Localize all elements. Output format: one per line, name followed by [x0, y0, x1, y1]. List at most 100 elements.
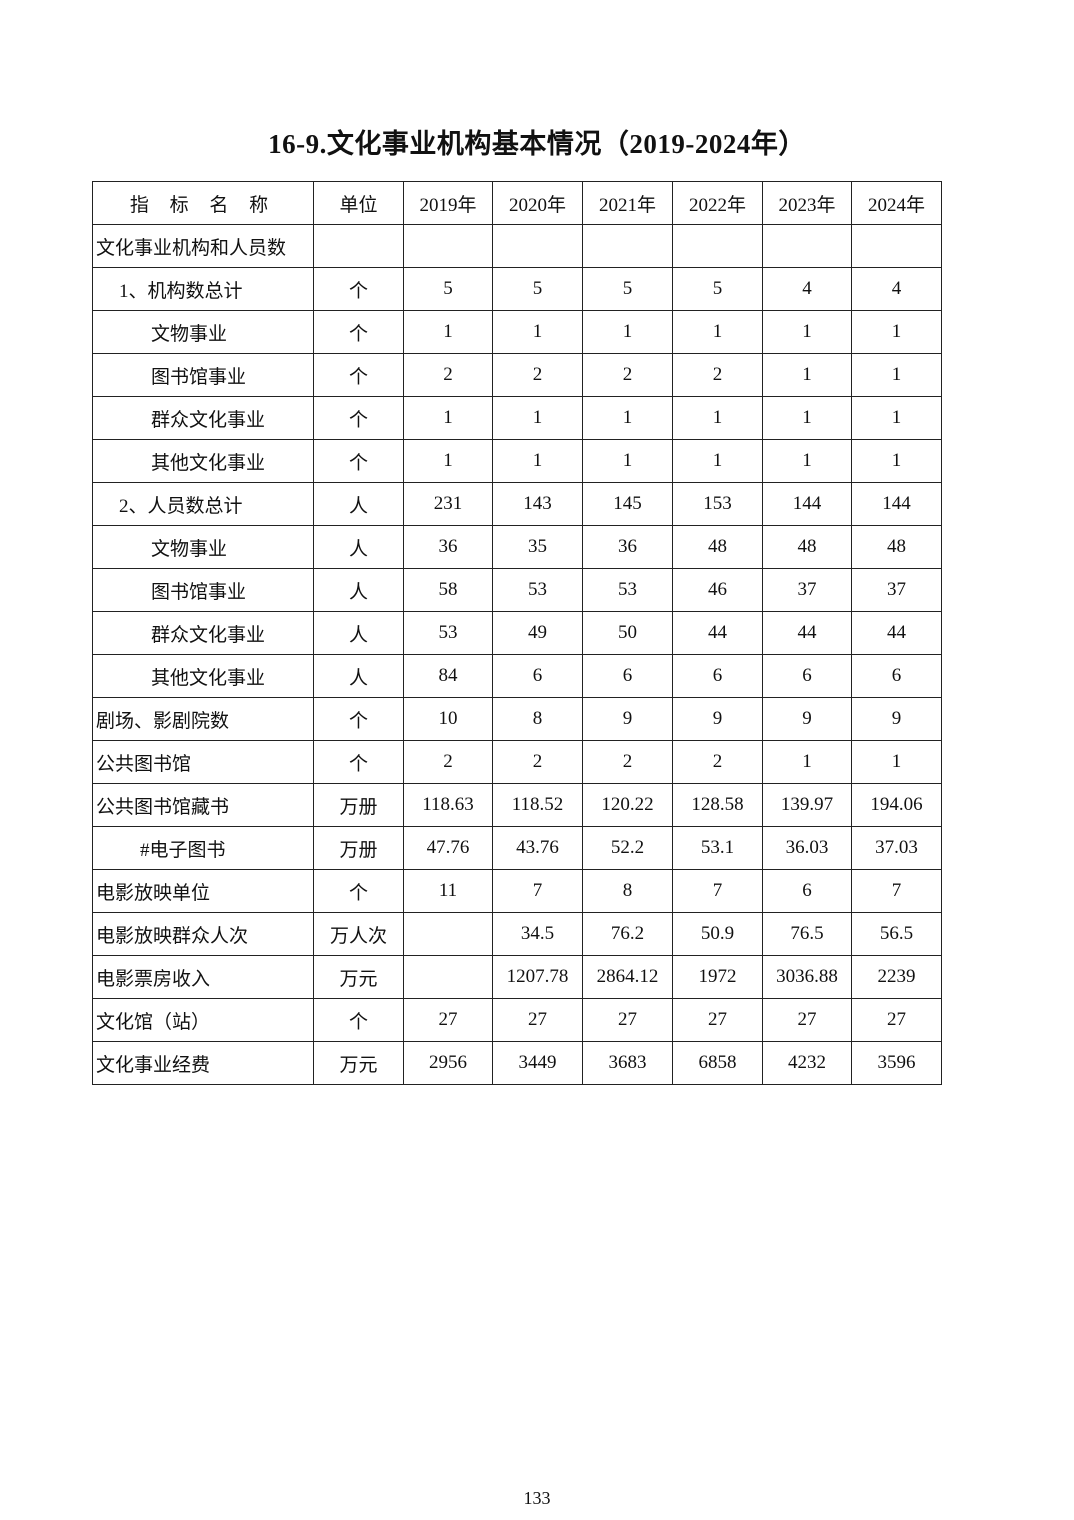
cell-value: 9	[762, 697, 852, 741]
row-indicator-name: 电影放映群众人次	[92, 912, 314, 956]
header-year: 2023年	[762, 181, 852, 225]
cell-value: 144	[762, 482, 852, 526]
cell-value: 11	[403, 869, 493, 913]
cell-value: 8	[492, 697, 583, 741]
header-indicator-name: 指 标 名 称	[92, 181, 314, 225]
row-unit: 万人次	[313, 912, 404, 956]
cell-value: 53.1	[672, 826, 763, 870]
cell-value: 7	[851, 869, 942, 913]
cell-value: 43.76	[492, 826, 583, 870]
cell-value	[403, 955, 493, 999]
cell-value: 3596	[851, 1041, 942, 1085]
cell-value: 7	[672, 869, 763, 913]
cell-value: 2	[672, 353, 763, 397]
cell-value: 2	[492, 353, 583, 397]
cell-value: 37	[762, 568, 852, 612]
row-indicator-name: 公共图书馆藏书	[92, 783, 314, 827]
cell-value: 1	[672, 396, 763, 440]
table-row: 文物事业个 1 1 1 1 1 1	[92, 310, 942, 354]
row-indicator-name: 文化事业机构和人员数	[92, 224, 314, 268]
cell-value: 144	[851, 482, 942, 526]
row-unit: 人	[313, 568, 404, 612]
cell-value	[403, 224, 493, 268]
cell-value: 6	[851, 654, 942, 698]
cell-value: 231	[403, 482, 493, 526]
cell-value: 6	[762, 654, 852, 698]
row-unit: 人	[313, 482, 404, 526]
cell-value: 1	[403, 396, 493, 440]
row-indicator-name: 2、人员数总计	[92, 482, 314, 526]
cell-value: 2	[403, 353, 493, 397]
table-row: 剧场、影剧院数个 10 8 9 9 9 9	[92, 697, 942, 741]
cell-value	[492, 224, 583, 268]
cell-value: 44	[672, 611, 763, 655]
row-unit: 个	[313, 267, 404, 311]
cell-value: 145	[582, 482, 673, 526]
cell-value: 2	[403, 740, 493, 784]
row-unit: 个	[313, 998, 404, 1042]
header-unit: 单位	[313, 181, 404, 225]
cell-value: 1	[762, 740, 852, 784]
table-row: 电影放映单位个 11 7 8 7 6 7	[92, 869, 942, 913]
cell-value: 9	[582, 697, 673, 741]
culture-institutions-table: 指 标 名 称单位 2019年 2020年 2021年 2022年 2023年 2024年 …	[92, 181, 942, 1085]
row-unit: 万元	[313, 955, 404, 999]
row-unit: 个	[313, 869, 404, 913]
cell-value: 48	[672, 525, 763, 569]
row-unit: 人	[313, 525, 404, 569]
cell-value: 1	[851, 740, 942, 784]
cell-value: 1	[672, 439, 763, 483]
cell-value: 53	[403, 611, 493, 655]
cell-value: 35	[492, 525, 583, 569]
cell-value: 4232	[762, 1041, 852, 1085]
row-unit: 个	[313, 740, 404, 784]
cell-value: 1	[762, 310, 852, 354]
cell-value: 9	[672, 697, 763, 741]
cell-value: 1	[492, 310, 583, 354]
cell-value: 10	[403, 697, 493, 741]
cell-value: 3449	[492, 1041, 583, 1085]
cell-value: 27	[582, 998, 673, 1042]
row-indicator-name: 其他文化事业	[92, 439, 314, 483]
table-row: 群众文化事业人 53 49 50 44 44 44	[92, 611, 942, 655]
cell-value: 53	[492, 568, 583, 612]
row-indicator-name: 文物事业	[92, 310, 314, 354]
cell-value: 36.03	[762, 826, 852, 870]
cell-value: 1	[582, 396, 673, 440]
cell-value: 6	[582, 654, 673, 698]
cell-value: 5	[672, 267, 763, 311]
page-number: 133	[523, 1488, 551, 1508]
cell-value: 48	[762, 525, 852, 569]
header-year: 2024年	[851, 181, 942, 225]
cell-value: 6	[672, 654, 763, 698]
cell-value: 6	[492, 654, 583, 698]
cell-value: 36	[582, 525, 673, 569]
table-row: 公共图书馆藏书 万册 118.63 118.52 120.22 128.58 139.97 1…	[92, 783, 942, 827]
row-indicator-name: 群众文化事业	[92, 611, 314, 655]
cell-value: 3683	[582, 1041, 673, 1085]
cell-value: 2	[492, 740, 583, 784]
header-year: 2021年	[582, 181, 673, 225]
cell-value: 143	[492, 482, 583, 526]
row-unit	[313, 224, 404, 268]
table-row: 电影票房收入 万元 1207.78 2864.12 1972 3036.88 2239	[92, 955, 942, 999]
row-unit: 个	[313, 697, 404, 741]
cell-value	[672, 224, 763, 268]
row-indicator-name: 文化事业经费	[92, 1041, 314, 1085]
cell-value: 1	[403, 439, 493, 483]
table-row: #电子图书 万册 47.76 43.76 52.2 53.1 36.03 37.03	[92, 826, 942, 870]
cell-value: 49	[492, 611, 583, 655]
cell-value: 153	[672, 482, 763, 526]
cell-value: 1	[851, 353, 942, 397]
table-row: 2、人员数总计人 231 143 145 153 144 144	[92, 482, 942, 526]
row-unit: 个	[313, 396, 404, 440]
cell-value: 46	[672, 568, 763, 612]
cell-value	[403, 912, 493, 956]
table-row: 文化事业机构和人员数	[92, 224, 942, 268]
cell-value: 1	[403, 310, 493, 354]
cell-value: 1	[492, 396, 583, 440]
cell-value: 44	[762, 611, 852, 655]
row-indicator-name: 图书馆事业	[92, 353, 314, 397]
cell-value: 118.52	[492, 783, 583, 827]
cell-value: 58	[403, 568, 493, 612]
